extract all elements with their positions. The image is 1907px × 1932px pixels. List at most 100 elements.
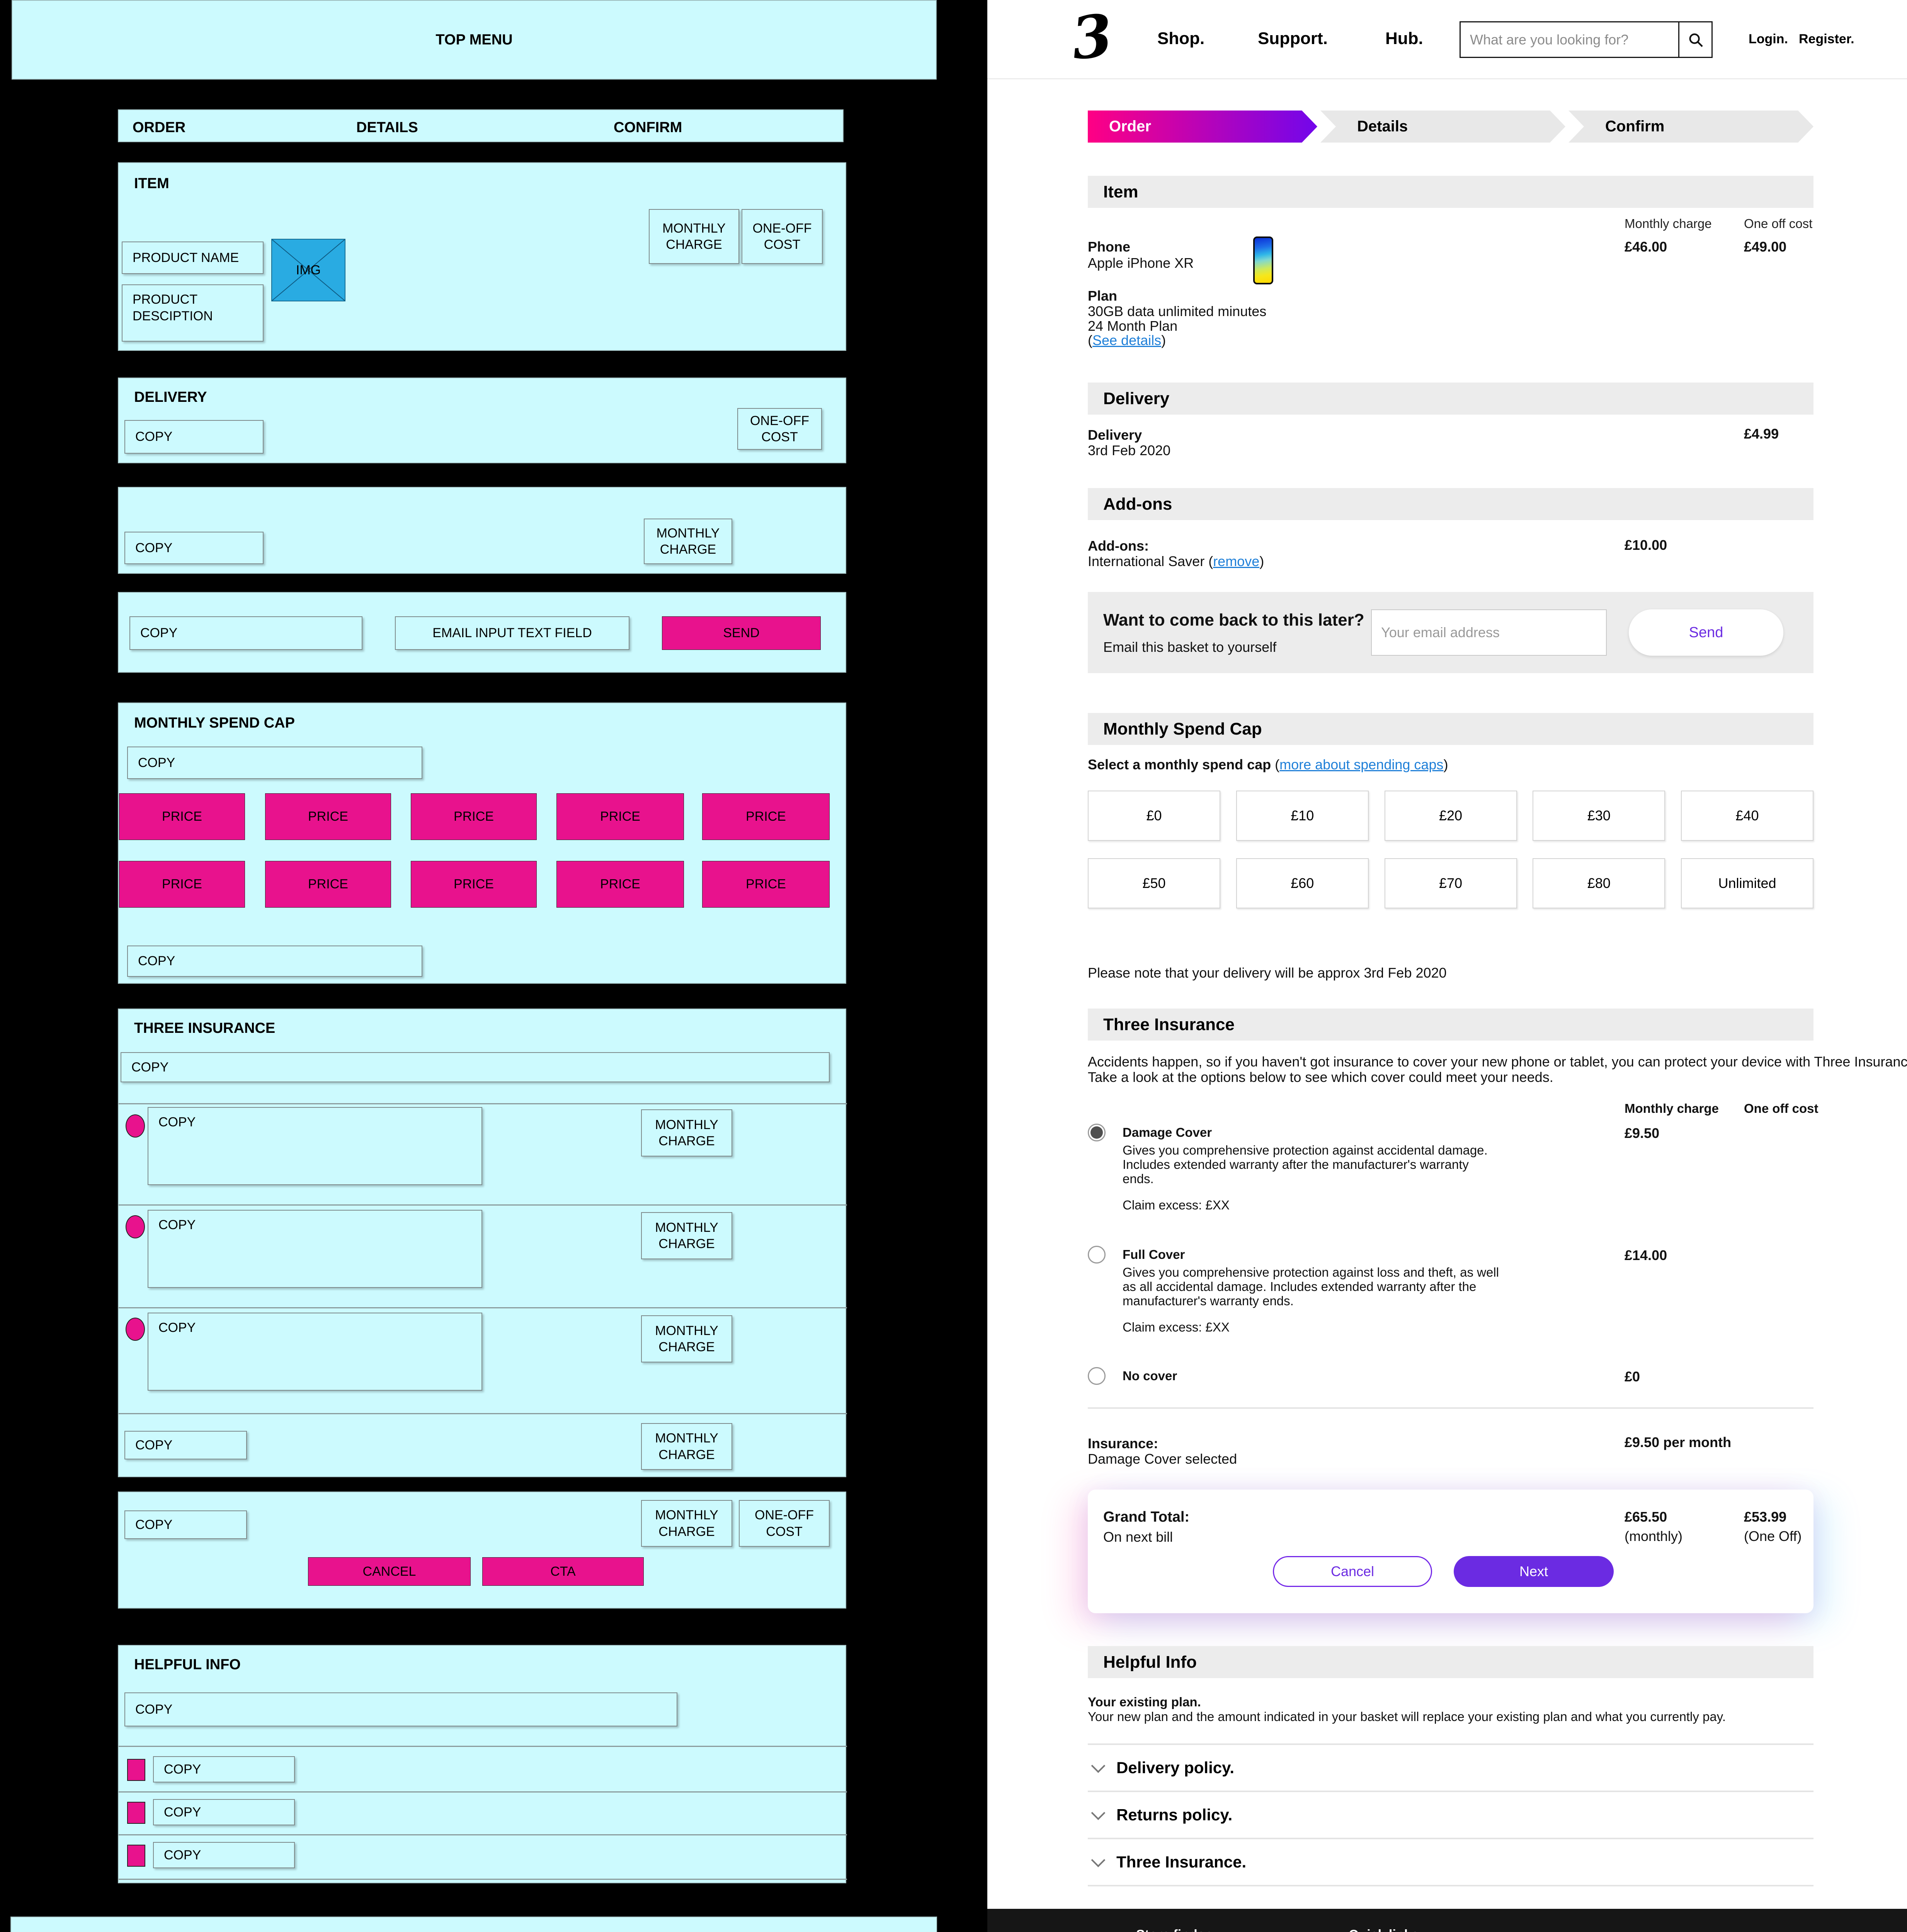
wf-spend-cap-section: MONTHLY SPEND CAP COPY PRICE PRICE PRICE… xyxy=(118,702,846,984)
radio-full-cover[interactable] xyxy=(1088,1246,1106,1264)
accordions: Delivery policy. Returns policy. Three I… xyxy=(1088,1743,1813,1886)
spend-cap-select-label: Select a monthly spend cap xyxy=(1088,757,1271,772)
radio-damage-cover[interactable] xyxy=(1088,1124,1106,1141)
grand-total-one-off-sub: (One Off) xyxy=(1744,1528,1802,1544)
cap-option[interactable]: £80 xyxy=(1533,858,1665,908)
send-button[interactable]: Send xyxy=(1629,609,1783,656)
progress-bar: Order Details Confirm xyxy=(1088,111,1813,143)
radio-no-cover[interactable] xyxy=(1088,1367,1106,1385)
wf-copy-box: COPY xyxy=(148,1313,482,1391)
wf-radio[interactable] xyxy=(126,1318,145,1341)
phone-one-off-price: £49.00 xyxy=(1744,239,1787,255)
spending-caps-link[interactable]: more about spending caps xyxy=(1279,757,1444,772)
wf-copy-box: COPY xyxy=(124,532,264,564)
three-logo[interactable]: 3 xyxy=(1068,1,1116,73)
delivery-price: £4.99 xyxy=(1744,426,1779,442)
wf-price-button[interactable]: PRICE xyxy=(702,861,830,908)
chevron-down-icon xyxy=(1091,1759,1106,1773)
progress-step-details[interactable]: Details xyxy=(1320,111,1565,143)
wf-top-menu-label: TOP MENU xyxy=(435,31,513,48)
wf-price-button[interactable]: PRICE xyxy=(702,793,830,840)
wf-top-menu-bar: TOP MENU xyxy=(12,0,937,80)
wf-image-placeholder: IMG xyxy=(271,239,345,301)
progress-step-confirm[interactable]: Confirm xyxy=(1568,111,1813,143)
paren: ( xyxy=(1088,332,1092,348)
cap-option[interactable]: £10 xyxy=(1236,791,1369,841)
full-desc-1: Gives you comprehensive protection again… xyxy=(1123,1265,1499,1279)
wf-cta-button[interactable]: CTA xyxy=(482,1557,644,1586)
grand-total-monthly-sub: (monthly) xyxy=(1625,1528,1683,1544)
wf-copy-bar: COPY xyxy=(121,1052,830,1082)
login-link[interactable]: Login. xyxy=(1749,32,1788,46)
search-icon xyxy=(1689,33,1703,47)
cap-option[interactable]: £60 xyxy=(1236,858,1369,908)
progress-step-order[interactable]: Order xyxy=(1088,111,1317,143)
wf-radio[interactable] xyxy=(126,1114,145,1138)
cap-option[interactable]: Unlimited xyxy=(1681,858,1813,908)
remove-link[interactable]: remove xyxy=(1213,553,1260,569)
wf-price-button[interactable]: PRICE xyxy=(556,793,684,840)
cap-option[interactable]: £30 xyxy=(1533,791,1665,841)
cap-option[interactable]: £50 xyxy=(1088,858,1220,908)
wf-send-button[interactable]: SEND xyxy=(662,616,821,650)
see-details-link[interactable]: See details xyxy=(1092,332,1162,348)
nav-hub[interactable]: Hub. xyxy=(1385,29,1423,48)
wf-bullet xyxy=(127,1802,145,1824)
wf-addons-section: COPY MONTHLY CHARGE xyxy=(118,487,846,574)
wf-monthly-charge-box: MONTHLY CHARGE xyxy=(641,1423,732,1470)
cancel-button[interactable]: Cancel xyxy=(1273,1556,1432,1587)
wf-monthly-charge-box: MONTHLY CHARGE xyxy=(641,1500,732,1547)
wf-copy-box: COPY xyxy=(124,1431,247,1459)
spend-cap-row-1: £0 £10 £20 £30 £40 xyxy=(1088,791,1813,841)
cap-option[interactable]: £40 xyxy=(1681,791,1813,841)
wf-price-button[interactable]: PRICE xyxy=(556,861,684,908)
wf-divider xyxy=(119,1879,847,1880)
wf-price-button[interactable]: PRICE xyxy=(265,793,391,840)
phone-label: Phone xyxy=(1088,239,1131,255)
wf-price-button[interactable]: PRICE xyxy=(119,861,245,908)
phone-image xyxy=(1253,236,1273,284)
paren: ) xyxy=(1259,553,1264,569)
wf-email-input-box[interactable]: EMAIL INPUT TEXT FIELD xyxy=(395,616,629,650)
full-excess: Claim excess: £XX xyxy=(1123,1320,1230,1334)
grand-total-monthly: £65.50 xyxy=(1625,1509,1667,1525)
wf-divider xyxy=(119,1103,847,1104)
item-section-header: Item xyxy=(1088,176,1813,208)
cap-option[interactable]: £70 xyxy=(1384,858,1517,908)
wf-price-button[interactable]: PRICE xyxy=(411,861,537,908)
wf-copy-box: COPY xyxy=(127,747,422,779)
existing-plan-text: Your new plan and the amount indicated i… xyxy=(1088,1709,1726,1724)
addons-label: Add-ons: xyxy=(1088,538,1149,554)
wf-copy-box: COPY xyxy=(153,1799,295,1825)
wf-price-button[interactable]: PRICE xyxy=(119,793,245,840)
wf-divider xyxy=(119,1413,847,1414)
design-panel: 3 Shop. Support. Hub. Login. Register. O… xyxy=(987,0,1907,1909)
accordion-three-insurance[interactable]: Three Insurance. xyxy=(1088,1839,1813,1886)
wf-price-button[interactable]: PRICE xyxy=(265,861,391,908)
full-desc-3: manufacturer's warranty ends. xyxy=(1123,1294,1294,1308)
no-cover-name: No cover xyxy=(1123,1369,1177,1383)
wf-radio[interactable] xyxy=(126,1215,145,1238)
search-button[interactable] xyxy=(1678,22,1711,57)
cap-option[interactable]: £20 xyxy=(1384,791,1517,841)
insurance-section-header: Three Insurance xyxy=(1088,1009,1813,1041)
next-button[interactable]: Next xyxy=(1454,1556,1614,1587)
accordion-returns-policy[interactable]: Returns policy. xyxy=(1088,1792,1813,1839)
cap-option[interactable]: £0 xyxy=(1088,791,1220,841)
wf-bullet xyxy=(127,1845,145,1867)
grand-total-sub: On next bill xyxy=(1103,1529,1173,1545)
grand-total-one-off: £53.99 xyxy=(1744,1509,1787,1525)
nav-shop[interactable]: Shop. xyxy=(1157,29,1205,48)
register-link[interactable]: Register. xyxy=(1799,32,1854,46)
accordion-delivery-policy[interactable]: Delivery policy. xyxy=(1088,1745,1813,1792)
wf-cancel-button[interactable]: CANCEL xyxy=(308,1557,471,1586)
wf-price-button[interactable]: PRICE xyxy=(411,793,537,840)
full-cover-price: £14.00 xyxy=(1625,1247,1667,1263)
search-input[interactable] xyxy=(1461,22,1678,57)
wf-delivery-section: DELIVERY COPY ONE-OFF COST xyxy=(118,378,846,463)
helpful-section-header: Helpful Info xyxy=(1088,1646,1813,1678)
nav-support[interactable]: Support. xyxy=(1258,29,1328,48)
wf-copy-box: COPY xyxy=(153,1842,295,1868)
email-input[interactable] xyxy=(1372,610,1606,655)
email-basket-subtitle: Email this basket to yourself xyxy=(1103,639,1277,655)
